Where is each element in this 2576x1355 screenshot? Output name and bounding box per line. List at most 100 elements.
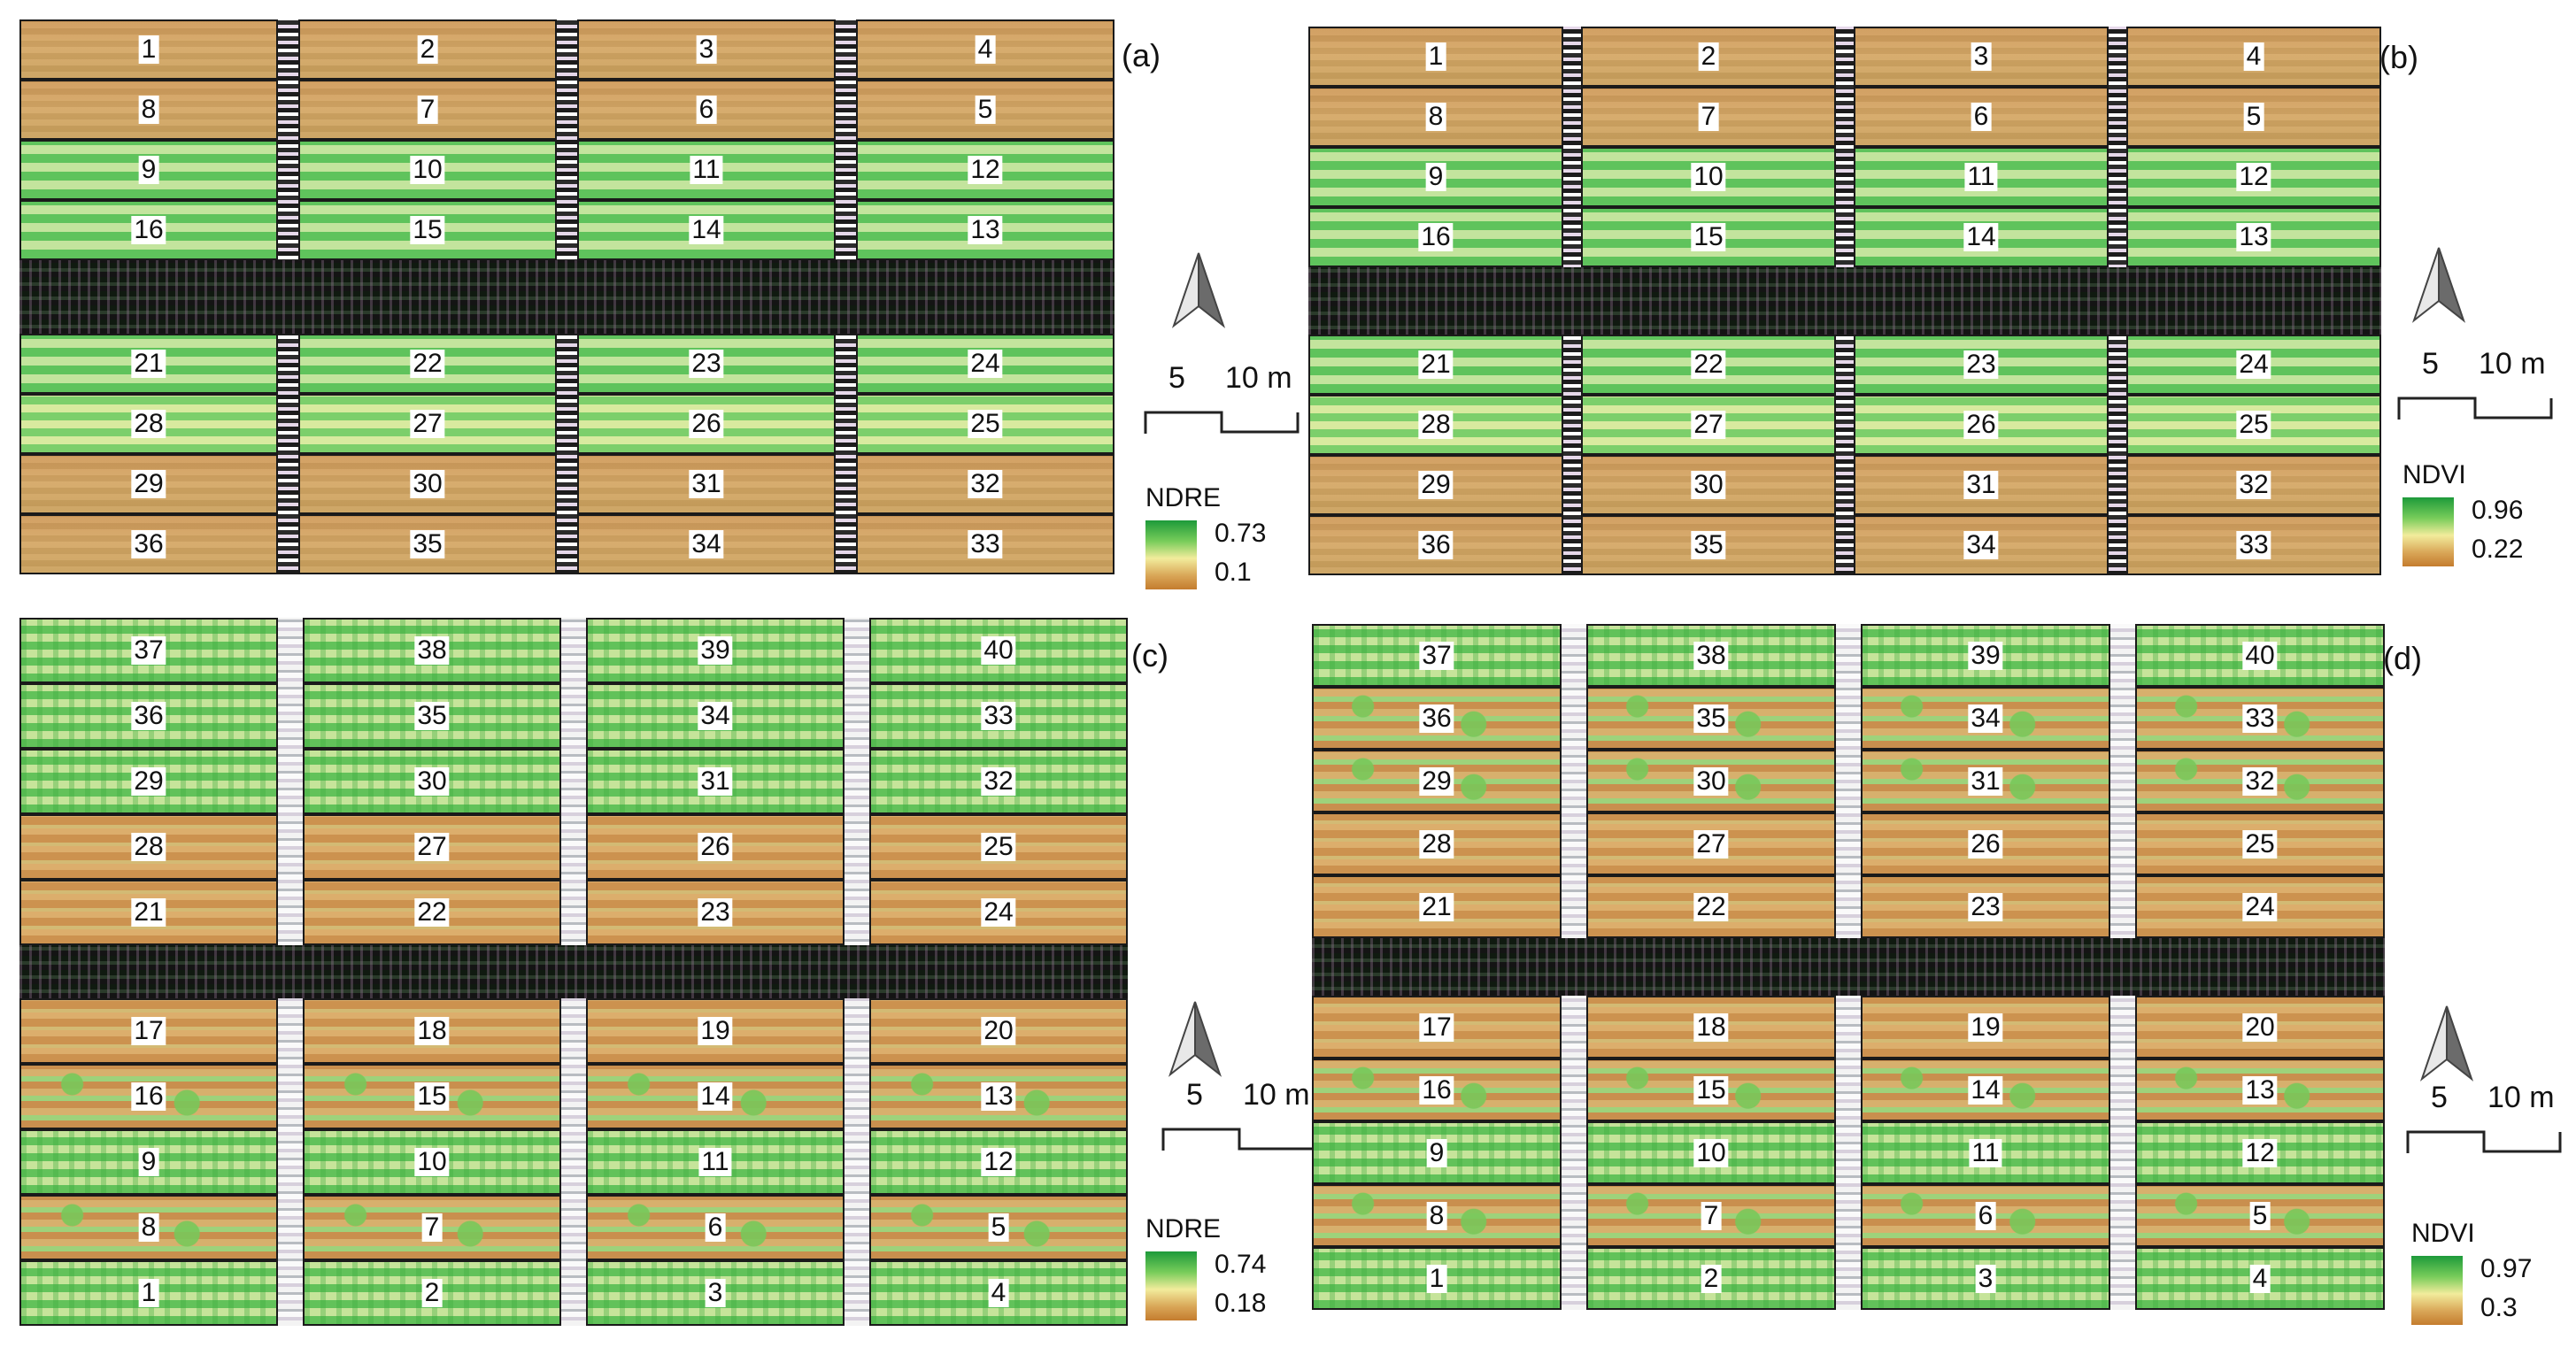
plot-cell: 8 <box>19 1195 278 1260</box>
plot-number: 16 <box>1418 223 1454 251</box>
plot-cell: 31 <box>586 749 845 814</box>
plot-cell: 1 <box>1312 1247 1562 1310</box>
plot-number: 26 <box>1963 411 1999 439</box>
plot-number: 5 <box>988 1213 1009 1242</box>
plot-number: 21 <box>1418 350 1454 379</box>
plot-number: 36 <box>131 702 166 730</box>
plot-number: 12 <box>2242 1138 2278 1167</box>
plot-cell: 9 <box>19 140 278 200</box>
plot-number: 39 <box>698 636 733 665</box>
plot-number: 13 <box>2236 223 2271 251</box>
plot-number: 32 <box>968 470 1003 498</box>
plot-cell: 12 <box>856 140 1114 200</box>
color-legend: NDVI 0.96 0.22 <box>2402 460 2576 566</box>
plot-number: 31 <box>689 470 724 498</box>
plot-cell: 26 <box>1854 395 2109 455</box>
plot-cell: 24 <box>2135 875 2385 938</box>
plot-number: 6 <box>1971 103 1992 131</box>
plot-cell: 1 <box>19 19 278 80</box>
plot-cell: 3 <box>1861 1247 2110 1310</box>
plot-number: 11 <box>1969 1138 2002 1167</box>
scale-bar: 5 10 m <box>1161 1078 1321 1166</box>
plot-cell: 23 <box>1854 335 2109 395</box>
plot-number: 7 <box>421 1213 443 1242</box>
plot-cell: 25 <box>869 814 1128 880</box>
plot-number: 10 <box>410 156 445 184</box>
plot-cell: 21 <box>1308 335 1563 395</box>
plot-number: 17 <box>1419 1012 1454 1042</box>
plot-number: 15 <box>1693 1075 1729 1105</box>
plot-cell: 10 <box>1586 1121 1836 1184</box>
plot-number: 1 <box>138 1279 159 1307</box>
plot-cell: 40 <box>2135 624 2385 687</box>
plot-cell: 34 <box>1861 687 2110 750</box>
color-legend: NDVI 0.97 0.3 <box>2411 1219 2576 1325</box>
plot-number: 7 <box>417 96 438 124</box>
plot-cell: 40 <box>869 618 1128 683</box>
plot-number: 10 <box>1691 163 1726 191</box>
plot-number: 33 <box>2242 704 2278 733</box>
plot-number: 32 <box>2242 766 2278 796</box>
plot-number: 36 <box>1418 531 1454 559</box>
legend-title: NDRE <box>1145 483 1222 512</box>
plot-cell: 11 <box>1861 1121 2110 1184</box>
plot-number: 30 <box>1691 471 1726 499</box>
plot-cell: 23 <box>1861 875 2110 938</box>
plot-number: 31 <box>1968 766 2003 796</box>
plot-cell: 8 <box>1312 1184 1562 1247</box>
plot-number: 23 <box>1963 350 1999 379</box>
plot-number: 16 <box>131 1082 166 1111</box>
plot-cell: 21 <box>1312 875 1562 938</box>
plot-number: 27 <box>410 410 445 438</box>
plot-number: 25 <box>2236 411 2271 439</box>
plot-cell: 18 <box>303 998 561 1064</box>
plot-cell: 21 <box>19 334 278 394</box>
plot-cell: 15 <box>1581 207 1836 267</box>
plot-cell: 17 <box>1312 996 1562 1059</box>
plot-number: 22 <box>1691 350 1726 379</box>
scale-label-mid: 5 <box>2431 1081 2448 1114</box>
plot-number: 21 <box>1419 892 1454 921</box>
plot-cell: 3 <box>577 19 836 80</box>
plot-cell: 11 <box>577 140 836 200</box>
alley-horizontal <box>1312 938 2385 996</box>
plot-cell: 29 <box>19 749 278 814</box>
scale-bar: 5 10 m <box>2406 1081 2565 1169</box>
plot-number: 9 <box>1425 163 1446 191</box>
plot-number: 30 <box>410 470 445 498</box>
plot-cell: 10 <box>1581 147 1836 207</box>
plot-number: 13 <box>2242 1075 2278 1105</box>
plot-number: 3 <box>705 1279 726 1307</box>
plot-number: 14 <box>689 216 724 244</box>
plot-cell: 37 <box>19 618 278 683</box>
plot-number: 23 <box>698 898 733 927</box>
plot-cell: 32 <box>2135 750 2385 812</box>
plot-number: 6 <box>1975 1201 1996 1230</box>
plot-number: 2 <box>1698 42 1719 71</box>
plot-number: 35 <box>1693 704 1729 733</box>
legend-max: 0.74 <box>1215 1250 1267 1279</box>
plot-number: 5 <box>2243 103 2264 131</box>
plot-number: 4 <box>975 35 996 64</box>
plot-number: 11 <box>690 156 723 184</box>
plot-cell: 39 <box>1861 624 2110 687</box>
plot-cell: 9 <box>19 1129 278 1195</box>
plot-cell: 14 <box>586 1064 845 1129</box>
plot-number: 36 <box>131 530 166 558</box>
plot-number: 10 <box>1693 1138 1729 1167</box>
plot-number: 16 <box>1419 1075 1454 1105</box>
scale-label-mid: 5 <box>2422 347 2439 381</box>
plot-cell: 3 <box>1854 27 2109 87</box>
legend-min: 0.3 <box>2480 1293 2518 1322</box>
plot-number: 24 <box>2236 350 2271 379</box>
legend-min: 0.18 <box>1215 1289 1267 1318</box>
plot-cell: 33 <box>2135 687 2385 750</box>
plot-cell: 6 <box>1854 87 2109 147</box>
legend-title: NDVI <box>2411 1219 2475 1248</box>
plot-cell: 19 <box>586 998 845 1064</box>
scale-label-mid: 5 <box>1168 361 1185 395</box>
plot-cell: 22 <box>1586 875 1836 938</box>
plot-number: 7 <box>1698 103 1719 131</box>
plot-cell: 30 <box>298 454 557 514</box>
plot-cell: 25 <box>2135 812 2385 875</box>
